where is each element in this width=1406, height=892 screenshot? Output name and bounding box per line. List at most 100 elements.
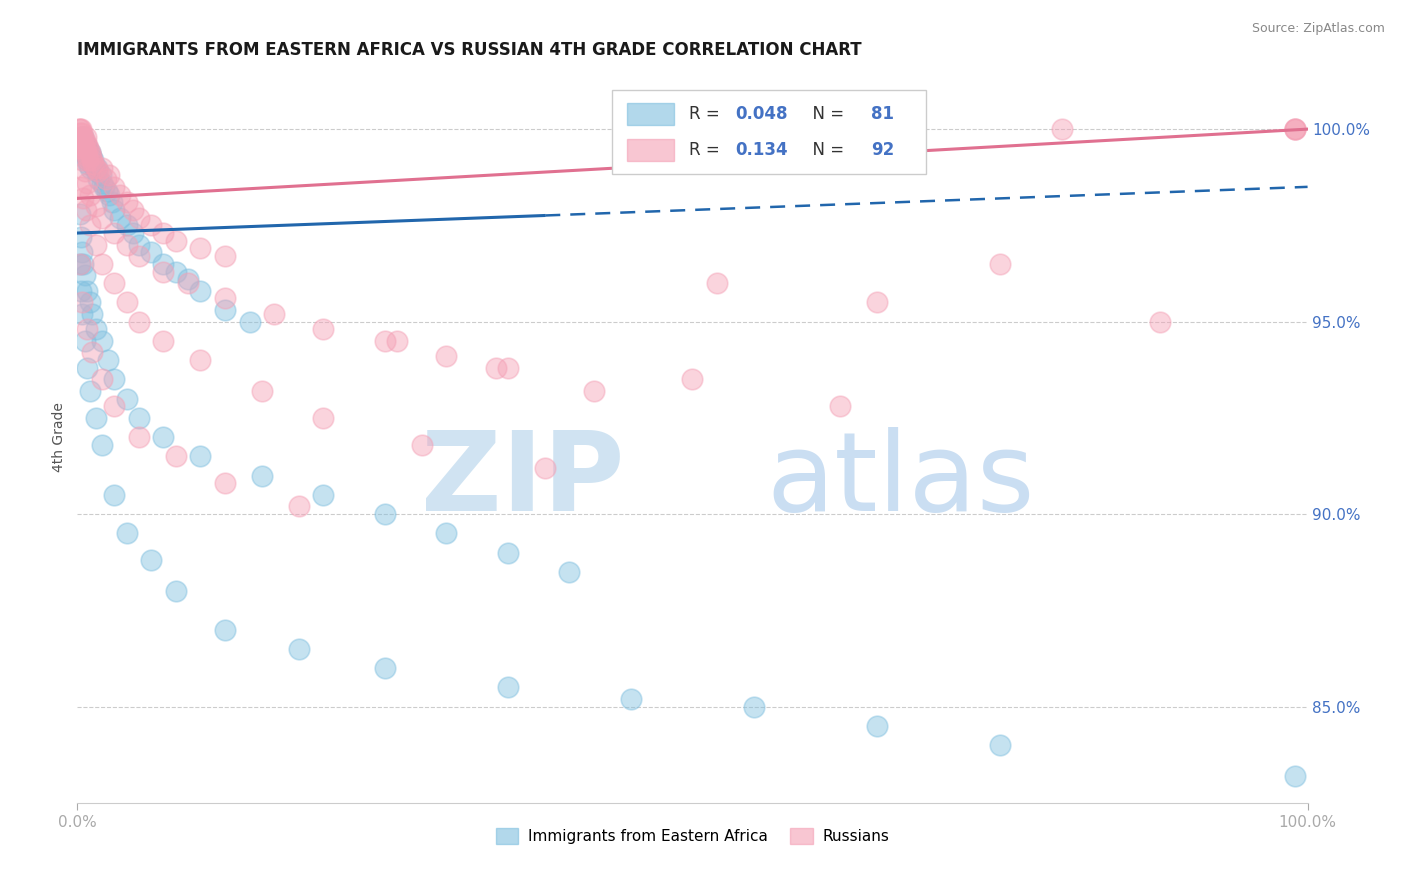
- Point: [485, 360, 508, 375]
- Point: [374, 661, 396, 675]
- Point: [94, 172, 117, 186]
- Point: [79, 295, 101, 310]
- Point: [72, 129, 94, 144]
- Point: [152, 430, 174, 444]
- Point: [115, 219, 138, 233]
- Point: [72, 145, 94, 160]
- Point: [70, 129, 93, 144]
- Point: [103, 488, 125, 502]
- Point: [706, 276, 728, 290]
- Point: [988, 257, 1011, 271]
- Point: [1284, 769, 1306, 783]
- Point: [128, 237, 150, 252]
- Point: [115, 237, 138, 252]
- Point: [496, 681, 519, 695]
- Point: [75, 202, 97, 217]
- Point: [312, 322, 335, 336]
- Point: [534, 461, 557, 475]
- Point: [76, 322, 98, 336]
- Point: [90, 169, 112, 183]
- Point: [103, 202, 125, 217]
- Point: [84, 237, 107, 252]
- Point: [288, 641, 311, 656]
- Point: [312, 410, 335, 425]
- Point: [72, 191, 94, 205]
- Point: [82, 153, 104, 167]
- Point: [76, 176, 98, 190]
- Point: [830, 399, 852, 413]
- Point: [73, 164, 96, 178]
- FancyBboxPatch shape: [627, 103, 673, 125]
- Point: [90, 257, 114, 271]
- Text: 0.048: 0.048: [735, 104, 787, 123]
- FancyBboxPatch shape: [627, 139, 673, 161]
- Point: [86, 161, 108, 175]
- Point: [620, 691, 643, 706]
- Point: [77, 141, 100, 155]
- Point: [385, 334, 409, 348]
- Point: [165, 450, 187, 464]
- Point: [69, 257, 91, 271]
- Point: [141, 245, 163, 260]
- Point: [73, 268, 96, 283]
- Point: [69, 141, 91, 155]
- Point: [79, 145, 101, 160]
- Point: [103, 179, 125, 194]
- Point: [214, 476, 236, 491]
- Point: [90, 176, 114, 190]
- Point: [152, 264, 174, 278]
- Point: [115, 295, 138, 310]
- Point: [742, 699, 765, 714]
- Text: R =: R =: [689, 141, 724, 160]
- Point: [682, 372, 704, 386]
- Point: [103, 399, 125, 413]
- Point: [188, 284, 212, 298]
- Point: [128, 430, 150, 444]
- Point: [82, 157, 104, 171]
- Point: [70, 141, 93, 155]
- Point: [496, 545, 519, 559]
- Point: [72, 137, 94, 152]
- Point: [165, 264, 187, 278]
- Point: [84, 410, 107, 425]
- Point: [69, 126, 91, 140]
- Point: [312, 488, 335, 502]
- Point: [90, 334, 114, 348]
- Point: [79, 161, 101, 175]
- Point: [250, 384, 273, 398]
- Point: [263, 307, 285, 321]
- Point: [67, 122, 90, 136]
- Point: [110, 211, 132, 225]
- Point: [97, 353, 120, 368]
- Point: [87, 164, 110, 178]
- Point: [128, 410, 150, 425]
- Point: [177, 272, 200, 286]
- Point: [84, 164, 107, 178]
- Point: [77, 153, 100, 167]
- Point: [70, 126, 93, 140]
- Point: [583, 384, 606, 398]
- Point: [141, 553, 163, 567]
- Text: R =: R =: [689, 104, 724, 123]
- Point: [90, 372, 114, 386]
- Point: [77, 157, 100, 171]
- Point: [374, 507, 396, 521]
- Point: [1284, 122, 1306, 136]
- Point: [76, 284, 98, 298]
- Legend: Immigrants from Eastern Africa, Russians: Immigrants from Eastern Africa, Russians: [489, 822, 896, 850]
- Point: [152, 226, 174, 240]
- Point: [87, 172, 110, 186]
- Point: [103, 372, 125, 386]
- Point: [115, 526, 138, 541]
- Point: [70, 134, 93, 148]
- Point: [121, 202, 143, 217]
- Point: [103, 226, 125, 240]
- Point: [82, 157, 104, 171]
- Text: 92: 92: [870, 141, 894, 160]
- Point: [79, 145, 101, 160]
- Point: [239, 315, 262, 329]
- Point: [70, 307, 93, 321]
- Point: [115, 195, 138, 210]
- Point: [84, 322, 107, 336]
- Point: [288, 500, 311, 514]
